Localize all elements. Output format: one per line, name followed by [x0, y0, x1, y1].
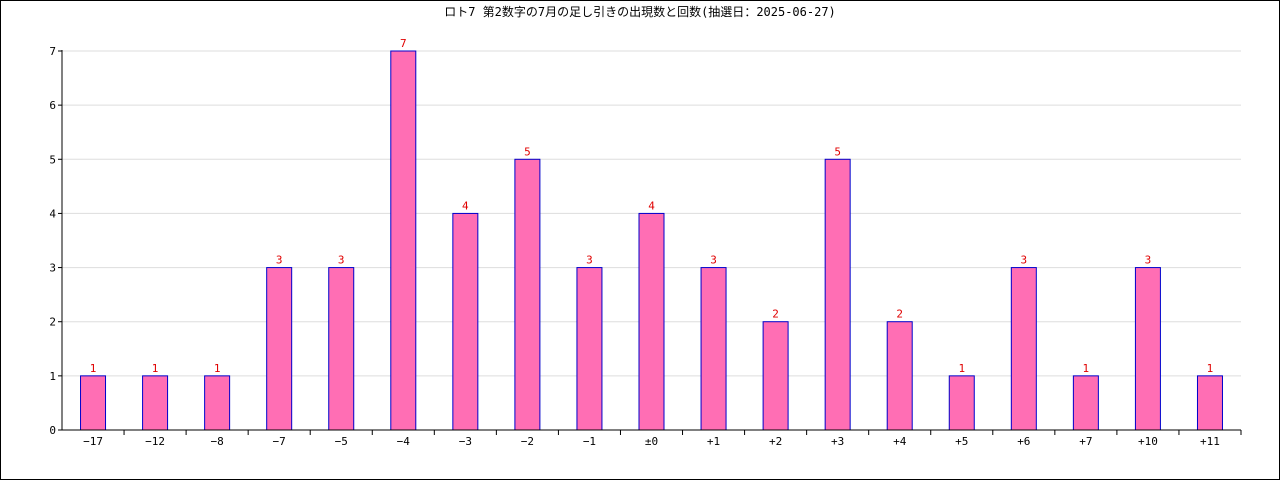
- y-tick-label: 5: [49, 153, 56, 166]
- data-label: 4: [462, 199, 469, 212]
- bar: [328, 267, 355, 431]
- data-label: 1: [1207, 362, 1214, 375]
- axes: 0 1 2 3 4 5 6 7 −17 −12 −8 −7 −5 −4 −3 −2 −1 ±0 +1 +2 +3 +4 +5…: [49, 45, 1242, 448]
- x-tick-label: −5: [335, 435, 348, 448]
- data-label: 1: [214, 362, 221, 375]
- data-label: 3: [1145, 254, 1152, 267]
- x-tick-label: −7: [273, 435, 286, 448]
- x-tick-label: −12: [145, 435, 165, 448]
- data-label: 3: [710, 254, 717, 267]
- bar: [390, 50, 417, 431]
- bar: [824, 158, 851, 431]
- data-label: 1: [152, 362, 159, 375]
- data-label: 3: [1021, 254, 1028, 267]
- y-tick-label: 2: [49, 316, 56, 329]
- bar: [514, 158, 541, 431]
- y-tick-label: 3: [49, 262, 56, 275]
- data-label: 1: [958, 362, 965, 375]
- x-tick-label: +7: [1079, 435, 1092, 448]
- x-tick-label: +4: [893, 435, 907, 448]
- bar: [1134, 267, 1161, 431]
- y-tick-label: 4: [49, 207, 56, 220]
- x-tick-label: +3: [831, 435, 844, 448]
- y-tick-label: 6: [49, 99, 56, 112]
- x-tick-label: +2: [769, 435, 782, 448]
- chart-title: ロト7 第2数字の7月の足し引きの出現数と回数(抽選日：2025-06-27): [444, 4, 836, 19]
- bar: [700, 267, 727, 431]
- x-tick-label: −8: [211, 435, 224, 448]
- data-label: 3: [586, 254, 593, 267]
- bar: [452, 212, 479, 431]
- bar: [266, 267, 293, 431]
- bar: [576, 267, 603, 431]
- bar: [886, 321, 913, 431]
- bar: [762, 321, 789, 431]
- data-label: 7: [400, 37, 407, 50]
- y-tick-label: 7: [49, 45, 56, 58]
- x-tick-label: +10: [1138, 435, 1158, 448]
- bar: [1196, 375, 1223, 431]
- x-tick-label: ±0: [645, 435, 658, 448]
- data-labels: 1 1 1 3 3 7 4 5 3 4 3 2 5 2 1 3 1 3 1: [90, 37, 1214, 375]
- x-tick-label: −2: [521, 435, 534, 448]
- data-label: 3: [338, 254, 345, 267]
- x-tick-label: −4: [397, 435, 411, 448]
- x-tick-label: −17: [83, 435, 103, 448]
- x-tick-label: +11: [1200, 435, 1220, 448]
- bar: [204, 375, 231, 431]
- bars: [80, 50, 1223, 431]
- data-label: 2: [772, 308, 779, 321]
- bar: [142, 375, 169, 431]
- bar: [1010, 267, 1037, 431]
- data-label: 1: [90, 362, 97, 375]
- x-tick-label: +6: [1017, 435, 1030, 448]
- data-label: 2: [896, 308, 903, 321]
- data-label: 5: [834, 145, 841, 158]
- data-label: 3: [276, 254, 283, 267]
- x-tick-label: +5: [955, 435, 968, 448]
- y-tick-label: 1: [49, 370, 56, 383]
- bar: [80, 375, 107, 431]
- x-tick-label: −1: [583, 435, 596, 448]
- data-label: 4: [648, 199, 655, 212]
- x-tick-label: −3: [459, 435, 472, 448]
- y-tick-label: 0: [49, 424, 56, 437]
- bar: [1072, 375, 1099, 431]
- data-label: 5: [524, 145, 531, 158]
- bar: [948, 375, 975, 431]
- bar: [638, 212, 665, 431]
- x-tick-label: +1: [707, 435, 720, 448]
- data-label: 1: [1083, 362, 1090, 375]
